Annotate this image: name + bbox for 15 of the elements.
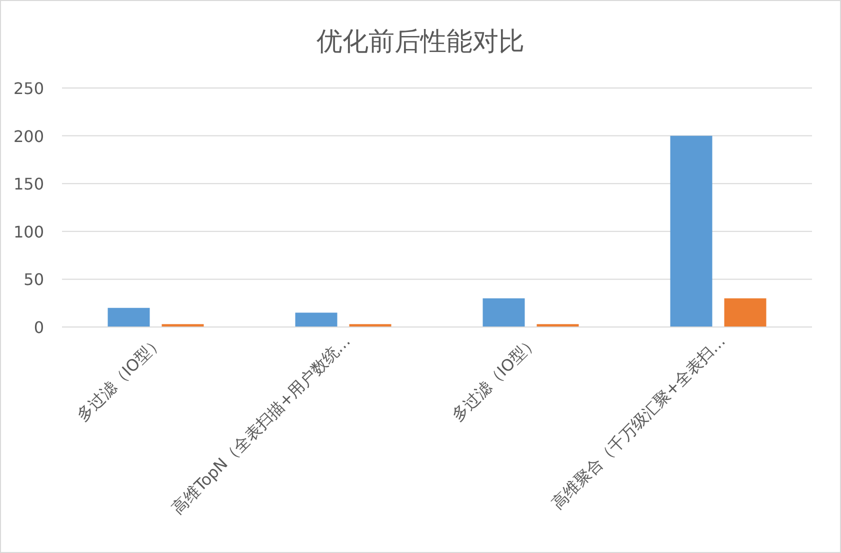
y-tick-label: 200 [13,126,44,146]
y-tick-label: 250 [13,79,44,98]
y-tick-label: 50 [24,270,44,290]
bar [295,312,338,327]
bar [724,298,766,327]
x-tick-label: 多过滤（IO型） [73,331,167,425]
y-tick-label: 100 [13,222,44,242]
x-tick-label: 高维聚合（千万级汇聚+全表扫… [548,331,730,513]
x-tick-label: 多过滤（IO型） [448,331,542,425]
y-tick-label: 0 [34,318,44,337]
bar [108,308,150,327]
bar [670,136,712,327]
y-tick-label: 150 [13,174,44,194]
bar [482,298,525,327]
chart-title: 优化前后性能对比 [316,27,524,57]
